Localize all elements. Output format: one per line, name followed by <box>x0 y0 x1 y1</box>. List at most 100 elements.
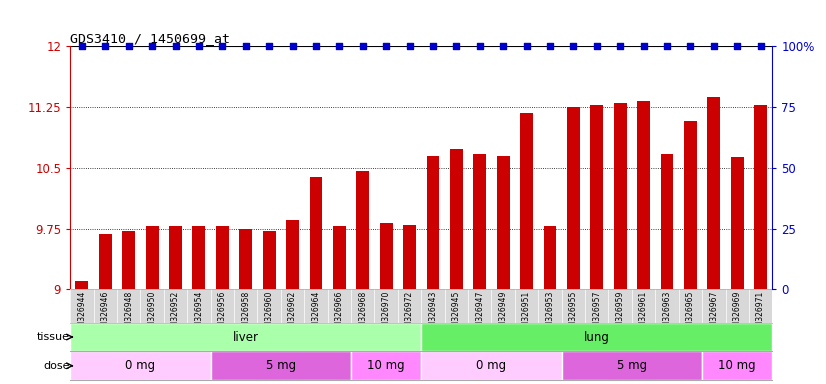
Bar <box>169 226 182 290</box>
Point <box>449 43 463 49</box>
Point <box>707 43 720 49</box>
Point <box>216 43 229 49</box>
Bar <box>426 156 439 290</box>
Text: GSM326951: GSM326951 <box>522 291 531 338</box>
Text: lung: lung <box>584 331 610 344</box>
Bar <box>99 234 112 290</box>
Text: GSM326947: GSM326947 <box>475 291 484 338</box>
Text: GSM326960: GSM326960 <box>264 291 273 338</box>
Point <box>75 43 88 49</box>
Point <box>473 43 487 49</box>
Text: GSM326952: GSM326952 <box>171 291 180 338</box>
Point <box>730 43 743 49</box>
Text: GSM326948: GSM326948 <box>124 291 133 338</box>
Text: 0 mg: 0 mg <box>477 359 506 372</box>
Text: GSM326958: GSM326958 <box>241 291 250 338</box>
Text: GDS3410 / 1450699_at: GDS3410 / 1450699_at <box>70 32 230 45</box>
Text: GSM326945: GSM326945 <box>452 291 461 338</box>
Point <box>754 43 767 49</box>
Bar <box>70 323 421 351</box>
Text: GSM326943: GSM326943 <box>429 291 438 338</box>
Text: GSM326967: GSM326967 <box>710 291 719 338</box>
Text: GSM326962: GSM326962 <box>288 291 297 338</box>
Point <box>426 43 439 49</box>
Point <box>403 43 416 49</box>
Bar <box>421 351 562 380</box>
Bar <box>192 226 206 290</box>
Point <box>660 43 673 49</box>
Bar <box>591 105 603 290</box>
Bar <box>380 223 392 290</box>
Point <box>496 43 510 49</box>
Point <box>169 43 183 49</box>
Text: 0 mg: 0 mg <box>126 359 155 372</box>
Bar <box>702 351 772 380</box>
Text: GSM326969: GSM326969 <box>733 291 742 338</box>
Text: GSM326953: GSM326953 <box>545 291 554 338</box>
Bar <box>754 105 767 290</box>
Text: 10 mg: 10 mg <box>719 359 756 372</box>
Bar <box>684 121 697 290</box>
Point <box>380 43 393 49</box>
Text: GSM326950: GSM326950 <box>148 291 157 338</box>
Bar <box>310 177 322 290</box>
Bar <box>240 228 252 290</box>
Text: GSM326959: GSM326959 <box>615 291 624 338</box>
Text: 10 mg: 10 mg <box>368 359 405 372</box>
Point <box>333 43 346 49</box>
Text: GSM326957: GSM326957 <box>592 291 601 338</box>
Point <box>637 43 650 49</box>
Point <box>567 43 580 49</box>
Text: tissue: tissue <box>36 332 69 342</box>
Bar <box>70 351 211 380</box>
Bar <box>567 107 580 290</box>
Text: GSM326964: GSM326964 <box>311 291 320 338</box>
Bar <box>496 156 510 290</box>
Text: GSM326944: GSM326944 <box>78 291 87 338</box>
Point <box>520 43 534 49</box>
Text: 5 mg: 5 mg <box>617 359 647 372</box>
Point <box>309 43 322 49</box>
Bar <box>211 351 351 380</box>
Bar <box>450 149 463 290</box>
Point <box>263 43 276 49</box>
Text: GSM326956: GSM326956 <box>218 291 227 338</box>
Text: GSM326961: GSM326961 <box>639 291 648 338</box>
Text: GSM326966: GSM326966 <box>335 291 344 338</box>
Point <box>684 43 697 49</box>
Bar <box>75 281 88 290</box>
Text: liver: liver <box>233 331 259 344</box>
Bar <box>122 231 135 290</box>
Text: GSM326970: GSM326970 <box>382 291 391 338</box>
Bar <box>403 225 416 290</box>
Point <box>145 43 159 49</box>
Point <box>286 43 299 49</box>
Bar <box>333 226 346 290</box>
Bar <box>473 154 487 290</box>
Text: GSM326949: GSM326949 <box>499 291 508 338</box>
Point <box>544 43 557 49</box>
Bar <box>421 323 772 351</box>
Point <box>590 43 603 49</box>
Text: GSM326954: GSM326954 <box>194 291 203 338</box>
Text: GSM326946: GSM326946 <box>101 291 110 338</box>
Text: 5 mg: 5 mg <box>266 359 296 372</box>
Bar <box>263 231 276 290</box>
Bar <box>351 351 421 380</box>
Point <box>356 43 369 49</box>
Point <box>122 43 135 49</box>
Point <box>192 43 206 49</box>
Bar <box>520 113 533 290</box>
Bar <box>637 101 650 290</box>
Bar <box>286 220 299 290</box>
Bar <box>707 97 720 290</box>
Point <box>99 43 112 49</box>
Bar <box>562 351 702 380</box>
Text: GSM326972: GSM326972 <box>405 291 414 338</box>
Text: dose: dose <box>43 361 69 371</box>
Bar <box>216 226 229 290</box>
Bar <box>544 226 557 290</box>
Point <box>614 43 627 49</box>
Text: GSM326965: GSM326965 <box>686 291 695 338</box>
Bar <box>614 103 627 290</box>
